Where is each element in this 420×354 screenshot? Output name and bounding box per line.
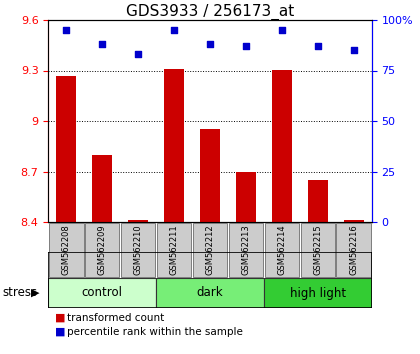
Text: GSM562210: GSM562210: [134, 225, 143, 275]
Text: GSM562213: GSM562213: [241, 225, 250, 275]
Bar: [156, 278, 264, 308]
Bar: [56, 75, 76, 222]
Point: [315, 44, 321, 49]
Bar: [128, 220, 148, 222]
Text: ■: ■: [55, 327, 65, 337]
Point: [99, 41, 105, 47]
Text: GSM562212: GSM562212: [205, 225, 215, 275]
Bar: [272, 70, 292, 222]
Bar: [85, 223, 119, 277]
Text: GSM562215: GSM562215: [313, 225, 322, 275]
Bar: [228, 223, 263, 277]
Bar: [308, 180, 328, 222]
Bar: [92, 155, 112, 222]
Text: control: control: [82, 286, 123, 299]
Text: percentile rank within the sample: percentile rank within the sample: [67, 327, 243, 337]
Bar: [121, 223, 155, 277]
Text: transformed count: transformed count: [67, 313, 165, 323]
Text: GSM562209: GSM562209: [98, 225, 107, 275]
Text: GSM562214: GSM562214: [277, 225, 286, 275]
Bar: [200, 130, 220, 222]
Point: [207, 41, 213, 47]
Text: GSM562211: GSM562211: [170, 225, 178, 275]
Point: [350, 47, 357, 53]
Bar: [49, 223, 84, 277]
Text: dark: dark: [197, 286, 223, 299]
Text: stress: stress: [2, 286, 37, 299]
Text: GSM562208: GSM562208: [62, 225, 71, 275]
Bar: [164, 69, 184, 222]
Text: GSM562216: GSM562216: [349, 225, 358, 275]
Bar: [193, 223, 227, 277]
Bar: [264, 278, 372, 308]
Point: [171, 27, 177, 33]
Bar: [236, 171, 256, 222]
Bar: [48, 278, 156, 308]
Point: [278, 27, 285, 33]
Bar: [157, 223, 192, 277]
Text: ▶: ▶: [31, 288, 39, 298]
Point: [63, 27, 70, 33]
Text: high light: high light: [290, 286, 346, 299]
Text: ■: ■: [55, 313, 65, 323]
Bar: [336, 223, 371, 277]
Point: [243, 44, 249, 49]
Bar: [301, 223, 335, 277]
Bar: [265, 223, 299, 277]
Bar: [344, 220, 364, 222]
Title: GDS3933 / 256173_at: GDS3933 / 256173_at: [126, 4, 294, 20]
Point: [135, 52, 142, 57]
